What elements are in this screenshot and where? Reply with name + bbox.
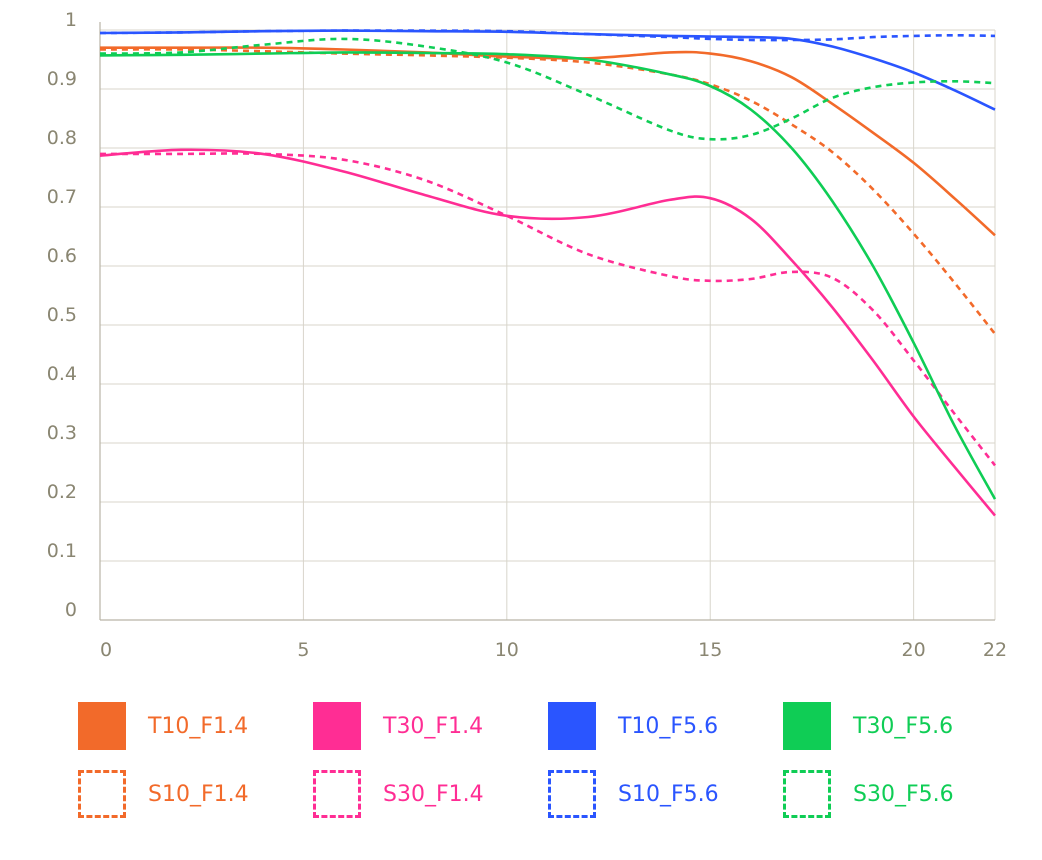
y-tick-label: 0.7 <box>47 186 77 208</box>
series-line <box>99 29 996 111</box>
y-tick-label: 0.8 <box>47 127 77 149</box>
series-line <box>100 46 996 237</box>
legend-swatch-dashed <box>783 770 831 818</box>
x-tick-label: 15 <box>698 639 722 661</box>
legend-label: T30_F5.6 <box>853 713 954 739</box>
series-lines <box>99 29 997 517</box>
y-tick-label: 0 <box>65 599 77 621</box>
y-tick-label: 1 <box>65 9 77 31</box>
legend-swatch-solid <box>548 702 596 750</box>
grid-lines <box>99 22 996 621</box>
legend-label: S30_F5.6 <box>853 781 954 807</box>
series-line <box>99 51 997 500</box>
legend-item: S10_F5.6 <box>548 770 783 818</box>
legend-item: T30_F1.4 <box>313 702 548 750</box>
x-tick-label: 22 <box>983 639 1007 661</box>
y-tick-label: 0.6 <box>47 245 77 267</box>
legend-label: S10_F5.6 <box>618 781 719 807</box>
legend-label: T10_F5.6 <box>618 713 719 739</box>
y-tick-label: 0.5 <box>47 304 77 326</box>
legend-item: S30_F5.6 <box>783 770 1018 818</box>
series-line <box>99 152 997 467</box>
y-tick-labels: 0 0.1 0.2 0.3 0.4 0.5 0.6 0.7 0.8 0.9 1 <box>47 9 77 621</box>
x-tick-label: 10 <box>495 639 519 661</box>
mtf-chart: 0 0.1 0.2 0.3 0.4 0.5 0.6 0.7 0.8 0.9 1 0 5 10 15 20 22 <box>47 9 1007 661</box>
x-tick-labels: 0 5 10 15 20 22 <box>100 639 1007 661</box>
legend-item: S10_F1.4 <box>78 770 313 818</box>
x-tick-label: 20 <box>902 639 926 661</box>
legend-item: T10_F5.6 <box>548 702 783 750</box>
legend-row-tangential: T10_F1.4 T30_F1.4 T10_F5.6 T30_F5.6 <box>78 702 1018 750</box>
legend: T10_F1.4 T30_F1.4 T10_F5.6 T30_F5.6 S10_… <box>78 702 1018 838</box>
legend-swatch-dashed <box>548 770 596 818</box>
legend-swatch-solid <box>313 702 361 750</box>
legend-swatch-solid <box>783 702 831 750</box>
series-line <box>99 48 997 335</box>
y-tick-label: 0.1 <box>47 540 77 562</box>
series-line <box>99 148 997 517</box>
legend-swatch-dashed <box>313 770 361 818</box>
series-line <box>99 29 996 42</box>
legend-swatch-solid <box>78 702 126 750</box>
y-tick-label: 0.3 <box>47 422 77 444</box>
legend-item: T30_F5.6 <box>783 702 1018 750</box>
legend-row-sagittal: S10_F1.4 S30_F1.4 S10_F5.6 S30_F5.6 <box>78 770 1018 818</box>
y-tick-label: 0.2 <box>47 481 77 503</box>
y-tick-label: 0.4 <box>47 363 77 385</box>
legend-label: S10_F1.4 <box>148 781 249 807</box>
y-tick-label: 0.9 <box>47 68 77 90</box>
legend-swatch-dashed <box>78 770 126 818</box>
x-tick-label: 0 <box>100 639 112 661</box>
legend-label: T30_F1.4 <box>383 713 484 739</box>
x-tick-label: 5 <box>297 639 309 661</box>
legend-label: S30_F1.4 <box>383 781 484 807</box>
legend-label: T10_F1.4 <box>148 713 249 739</box>
legend-item: S30_F1.4 <box>313 770 548 818</box>
legend-item: T10_F1.4 <box>78 702 313 750</box>
